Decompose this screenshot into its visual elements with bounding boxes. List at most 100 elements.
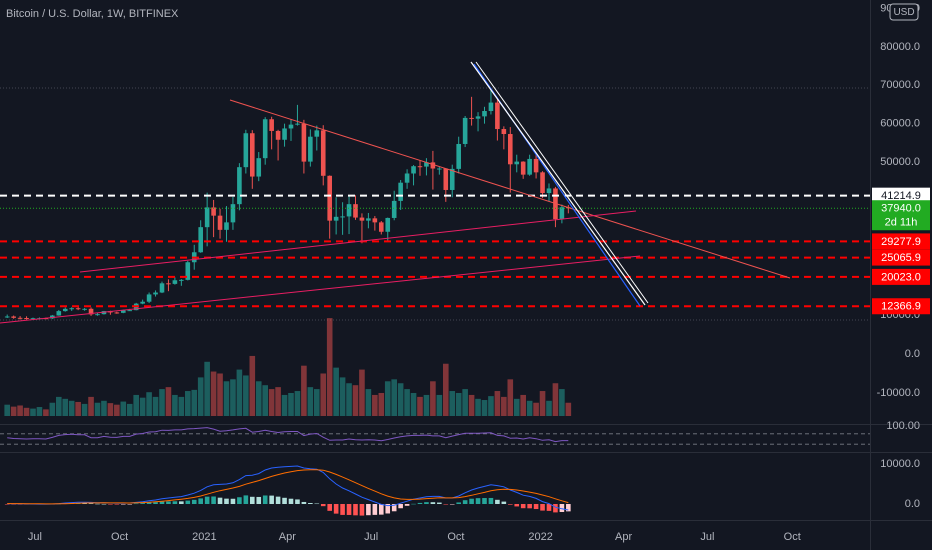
candle-body (179, 279, 184, 281)
volume-bar (204, 361, 210, 416)
macd-histogram (172, 501, 178, 504)
level-label-box (872, 249, 930, 266)
macd-histogram (385, 504, 391, 514)
level-label: 25065.9 (881, 252, 921, 264)
trendline (470, 61, 646, 306)
macd-histogram (308, 503, 313, 504)
volume-bar (507, 379, 514, 416)
volume-bar (565, 402, 572, 416)
volume-bar (436, 394, 443, 416)
candle-body (340, 216, 345, 218)
candle-body (17, 317, 23, 319)
macd-histogram (501, 501, 507, 504)
macd-histogram (417, 502, 423, 504)
volume-bar (152, 396, 159, 416)
volume-bar (410, 392, 417, 416)
candle-body (50, 315, 55, 319)
trendline (229, 99, 791, 279)
candle-body (430, 162, 436, 169)
candle-body (391, 200, 397, 218)
candle-body (30, 318, 36, 320)
macd-histogram (514, 504, 520, 507)
candle-body (120, 310, 126, 313)
candle-body (82, 308, 87, 310)
volume-bar (417, 396, 423, 416)
volume-bar (301, 365, 307, 416)
candle-body (243, 133, 249, 168)
candle-body (301, 123, 307, 162)
trendline (475, 61, 649, 304)
candle-body (127, 310, 133, 312)
volume-bar (372, 394, 378, 416)
candle-body (11, 316, 16, 318)
volume-bar (165, 387, 172, 416)
macd-histogram (101, 503, 107, 505)
volume-bar (262, 385, 268, 416)
candle-body (88, 308, 94, 315)
volume-bar (494, 391, 501, 416)
candle-body (437, 168, 442, 170)
candle-body (56, 311, 62, 316)
candle-body (346, 204, 352, 217)
x-tick-label: Jul (700, 531, 714, 543)
candle-body (288, 124, 294, 129)
volume-bar (146, 392, 152, 416)
macd-histogram (114, 504, 120, 505)
macd-histogram (4, 504, 10, 505)
macd-histogram (191, 499, 197, 504)
volume-bar (178, 396, 185, 416)
countdown: 2d 11h (885, 217, 918, 229)
volume-bar (217, 373, 223, 416)
candle-body (146, 294, 152, 302)
macd-histogram (224, 498, 229, 504)
volume-bar (107, 403, 114, 416)
volume-bar (55, 396, 62, 416)
macd-histogram (333, 504, 339, 514)
macd-histogram (179, 501, 184, 504)
macd-histogram (533, 504, 539, 510)
macd-histogram (204, 496, 210, 504)
macd-histogram (488, 497, 494, 504)
macd-histogram (378, 504, 384, 515)
y-tick-label: 0.0 (905, 498, 920, 510)
currency[interactable]: USD (893, 7, 914, 18)
candle-body (462, 117, 468, 144)
macd-histogram (553, 504, 558, 513)
x-tick-label: Apr (615, 531, 632, 543)
macd-histogram (295, 499, 300, 504)
volume-bar (391, 379, 397, 416)
y-tick-label: 0.0 (905, 348, 920, 360)
volume-bar (4, 404, 10, 416)
volume-bar (520, 394, 526, 416)
volume-bar (455, 392, 462, 416)
candle-body (469, 117, 474, 119)
volume-bar (210, 371, 217, 416)
candle-body (101, 311, 107, 315)
macd-histogram (546, 504, 552, 511)
candle-body (217, 215, 223, 230)
y-tick-label: 50000.0 (880, 156, 920, 168)
macd-histogram (366, 504, 371, 516)
macd-histogram (11, 504, 16, 505)
volume-bar (513, 398, 520, 416)
chart-title: Bitcoin / U.S. Dollar, 1W, BITFINEX (6, 8, 179, 20)
volume-bar (352, 385, 359, 416)
candle-body (404, 173, 410, 183)
candle-body (540, 172, 545, 194)
candle-body (140, 301, 145, 304)
candle-body (546, 188, 552, 194)
macd-histogram (133, 503, 139, 505)
candle-body (411, 166, 416, 174)
level-label: 12366.9 (881, 301, 921, 313)
volume-bar (449, 391, 456, 416)
volume-bar (101, 400, 107, 416)
candle-body (359, 217, 365, 221)
candles (4, 89, 571, 320)
macd-histogram (475, 498, 481, 504)
currency-badge[interactable] (889, 3, 919, 21)
candle-body (424, 162, 429, 167)
macd-histogram (340, 504, 345, 515)
volume-bar (43, 409, 49, 416)
candle-body (172, 280, 178, 284)
volume-bar (88, 396, 94, 416)
